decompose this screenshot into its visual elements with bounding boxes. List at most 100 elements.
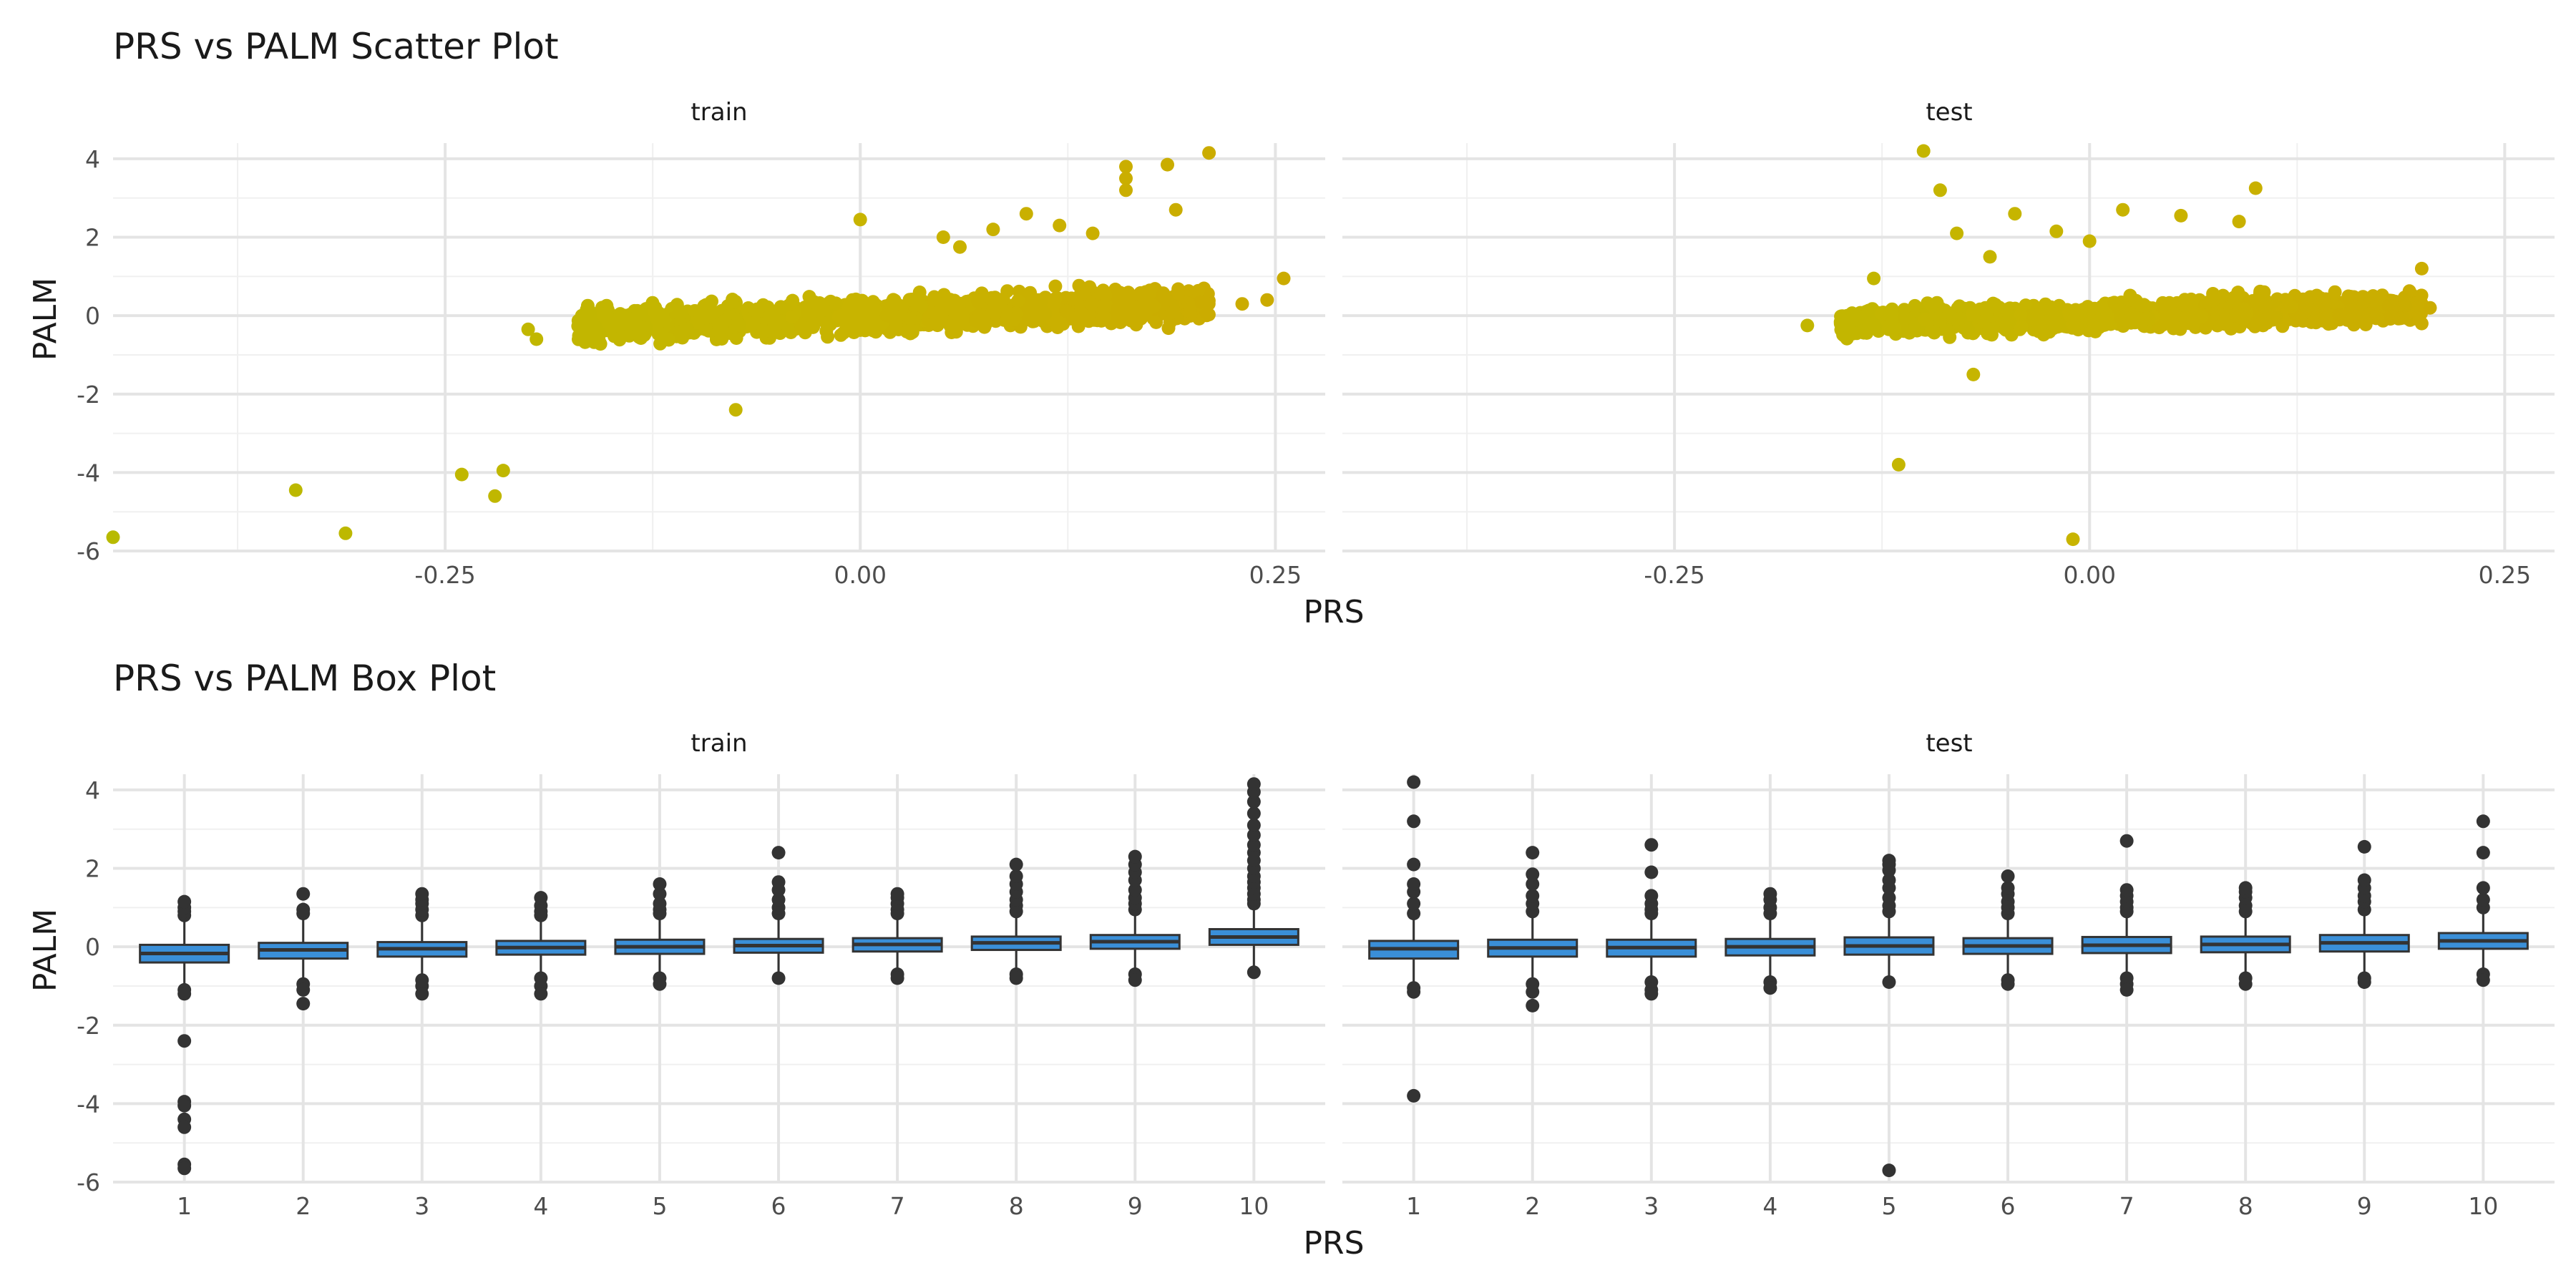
scatter-point bbox=[2332, 308, 2346, 322]
scatter-point bbox=[2384, 312, 2398, 326]
scatter-point bbox=[2039, 297, 2052, 311]
scatter-point bbox=[2116, 203, 2130, 217]
scatter-point bbox=[904, 323, 919, 337]
box-outlier bbox=[296, 997, 311, 1011]
scatter-point bbox=[832, 310, 847, 324]
scatter-point bbox=[673, 303, 687, 318]
box-outlier bbox=[415, 887, 429, 901]
x-tick-label: 9 bbox=[1128, 1192, 1143, 1220]
box-outlier bbox=[2001, 869, 2015, 883]
scatter-point bbox=[496, 464, 510, 478]
y-tick-label: -2 bbox=[77, 1012, 100, 1040]
box-outlier bbox=[2001, 977, 2015, 991]
scatter-point bbox=[2008, 207, 2022, 221]
scatter-point bbox=[1119, 160, 1133, 174]
scatter-point bbox=[2142, 311, 2156, 326]
scatter-point bbox=[2248, 319, 2262, 333]
box-chart: PRS vs PALM Box Plot train test 1 2 3 4 5 6 7 8… bbox=[27, 658, 2555, 1262]
scatter-point bbox=[1084, 297, 1098, 311]
scatter-point bbox=[580, 298, 595, 313]
scatter-point bbox=[1183, 302, 1197, 316]
box-outlier bbox=[1882, 873, 1896, 887]
scatter-point bbox=[2082, 234, 2097, 248]
scatter-point bbox=[904, 312, 918, 326]
scatter-point bbox=[2248, 181, 2263, 195]
scatter-point bbox=[1156, 286, 1170, 301]
x-tick-label: 4 bbox=[533, 1192, 548, 1220]
box-outlier bbox=[2476, 973, 2490, 987]
box-outlier bbox=[771, 971, 786, 985]
box-outlier bbox=[1882, 975, 1896, 989]
box-outlier bbox=[2001, 881, 2015, 895]
scatter-point bbox=[2232, 215, 2246, 229]
scatter-point bbox=[1193, 295, 1207, 309]
scatter-point bbox=[1161, 157, 1174, 172]
box-outlier bbox=[1246, 794, 1261, 809]
scatter-point bbox=[711, 318, 726, 332]
scatter-point bbox=[807, 295, 821, 309]
x-tick-label: 5 bbox=[652, 1192, 667, 1220]
box-title: PRS vs PALM Box Plot bbox=[113, 658, 496, 699]
box-strip-test: test bbox=[1926, 729, 1972, 758]
scatter-point bbox=[2113, 303, 2127, 317]
scatter-point bbox=[2181, 313, 2195, 327]
box-outlier bbox=[1246, 818, 1261, 832]
box-outlier bbox=[177, 1098, 192, 1113]
scatter-point bbox=[1121, 310, 1135, 323]
scatter-point bbox=[662, 333, 675, 347]
box-outlier bbox=[1763, 887, 1777, 901]
scatter-point bbox=[2414, 261, 2429, 275]
scatter-point bbox=[1933, 183, 1947, 197]
scatter-point bbox=[726, 293, 740, 306]
scatter-point bbox=[338, 526, 353, 540]
box-outlier bbox=[2119, 834, 2134, 848]
scatter-point bbox=[596, 307, 610, 321]
scatter-point bbox=[1908, 298, 1922, 313]
box-outlier bbox=[1407, 877, 1421, 891]
box-outlier bbox=[296, 887, 311, 901]
y-tick-label: 2 bbox=[85, 224, 100, 252]
scatter-point bbox=[2197, 298, 2212, 313]
scatter-point bbox=[2049, 224, 2064, 238]
scatter-point bbox=[2352, 301, 2366, 315]
scatter-point bbox=[1235, 297, 1249, 311]
scatter-point bbox=[2066, 532, 2080, 547]
x-tick-label: 8 bbox=[1009, 1192, 1024, 1220]
scatter-point bbox=[1260, 293, 1274, 307]
box-outlier bbox=[1526, 889, 1540, 903]
box-outlier bbox=[1882, 891, 1896, 905]
box-y-axis-label: PALM bbox=[27, 909, 64, 992]
scatter-point bbox=[767, 317, 781, 331]
scatter-point bbox=[2124, 306, 2138, 321]
box-outlier bbox=[1763, 981, 1777, 995]
box-outlier bbox=[1128, 849, 1142, 864]
box-outlier bbox=[653, 977, 667, 991]
scatter-point bbox=[1933, 313, 1947, 327]
scatter-point bbox=[902, 293, 917, 307]
scatter-point bbox=[1888, 321, 1902, 336]
scatter-point bbox=[2319, 306, 2333, 321]
scatter-point bbox=[1019, 207, 1033, 221]
scatter-point bbox=[879, 308, 894, 323]
box-outlier bbox=[177, 1034, 192, 1048]
scatter-point bbox=[2175, 296, 2189, 311]
box-outlier bbox=[1644, 889, 1659, 903]
scatter-point bbox=[1119, 171, 1133, 185]
scatter-point bbox=[1999, 303, 2014, 317]
x-tick-label: 0.25 bbox=[2479, 561, 2531, 589]
scatter-point bbox=[1119, 183, 1133, 197]
scatter-point bbox=[829, 296, 843, 311]
scatter-point bbox=[2198, 321, 2212, 335]
x-tick-label: 3 bbox=[1644, 1192, 1659, 1220]
scatter-point bbox=[883, 325, 897, 339]
scatter-point bbox=[2381, 299, 2396, 313]
scatter-point bbox=[819, 316, 834, 331]
scatter-point bbox=[2089, 320, 2103, 334]
box-outlier bbox=[2119, 982, 2134, 997]
box-outlier bbox=[534, 891, 548, 905]
scatter-point bbox=[1098, 298, 1112, 313]
scatter-point bbox=[845, 321, 859, 336]
box-outlier bbox=[890, 971, 904, 985]
box-outlier bbox=[2357, 975, 2371, 989]
x-tick-label: 6 bbox=[771, 1192, 786, 1220]
